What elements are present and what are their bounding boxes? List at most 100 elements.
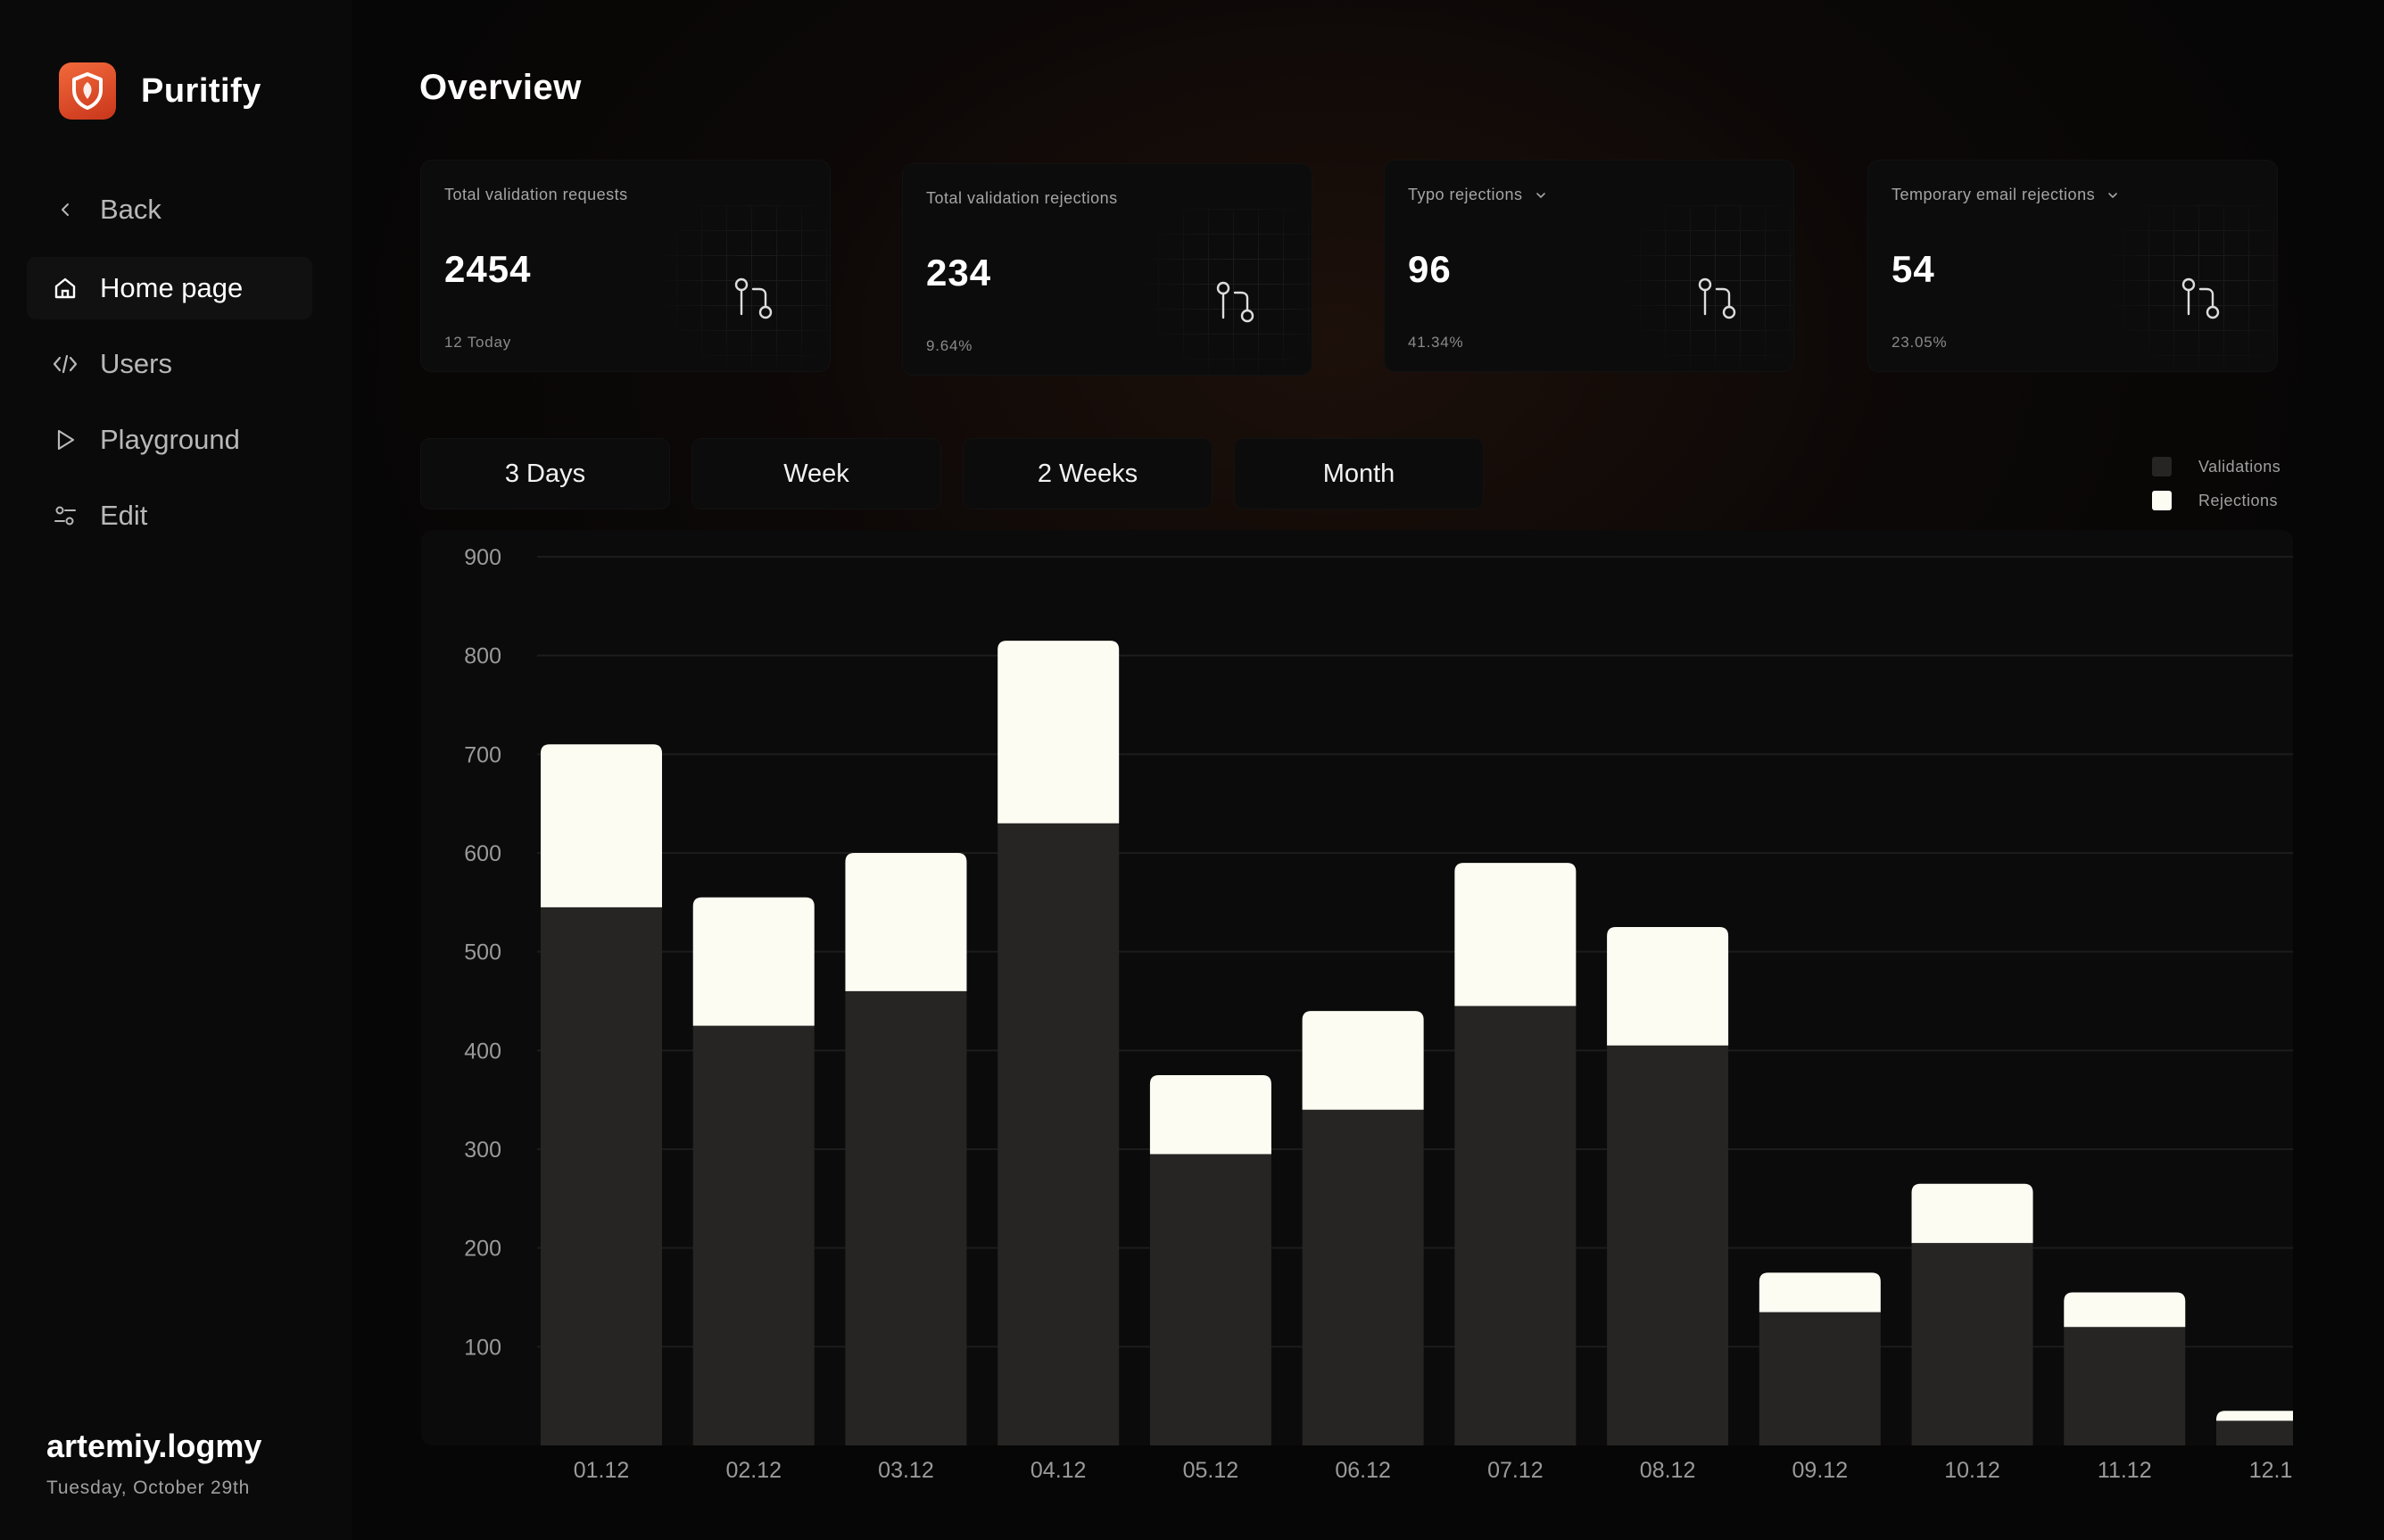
bar-validations (997, 823, 1120, 1445)
chevron-down-icon (2107, 192, 2118, 199)
git-compare-icon (733, 277, 774, 326)
current-date: Tuesday, October 29th (46, 1478, 251, 1498)
bar-validations (1911, 1243, 2033, 1445)
card-value: 234 (926, 252, 992, 294)
main-content: Overview Total validation requests 2454 … (352, 0, 2384, 1540)
bar-rejections (2064, 1292, 2186, 1328)
bar-validations (1149, 1154, 1271, 1445)
card-value: 54 (1891, 248, 1935, 290)
bar-validations (541, 907, 662, 1445)
legend-label: Validations (2198, 457, 2281, 476)
bar-validations (1759, 1312, 1881, 1445)
x-tick-label: 05.12 (1183, 1458, 1239, 1483)
card-label: Total validation requests (444, 186, 628, 203)
card-subtext: 9.64% (926, 337, 973, 354)
y-tick-label: 500 (464, 940, 501, 965)
sidebar-item-playground[interactable]: Playground (27, 409, 312, 471)
bar-rejections (1302, 1011, 1424, 1110)
back-button[interactable]: Back (27, 178, 312, 241)
bar-validations (692, 1025, 815, 1445)
x-tick-label: 09.12 (1792, 1458, 1849, 1483)
card-subtext: 23.05% (1891, 334, 1948, 351)
bar-rejections (1607, 927, 1729, 1046)
y-tick-label: 900 (464, 545, 501, 570)
bar-rejections (2216, 1411, 2293, 1421)
bar-validations (2064, 1327, 2186, 1445)
home-icon (52, 275, 79, 302)
stat-card-total-rejections: Total validation rejections 234 9.64% (903, 164, 1312, 375)
sidebar-item-label: Home page (100, 272, 244, 303)
card-label-dropdown[interactable]: Temporary email rejections (1891, 186, 2118, 204)
x-tick-label: 12.12 (2249, 1458, 2293, 1483)
x-tick-label: 11.12 (2098, 1458, 2152, 1483)
card-grid-decoration (1615, 205, 1793, 371)
bar-rejections (692, 897, 815, 1026)
legend-item-validations[interactable]: Validations (2152, 450, 2281, 484)
legend-swatch (2152, 491, 2172, 510)
git-compare-icon (2181, 277, 2222, 326)
bar-rejections (541, 744, 662, 907)
sidebar-item-home-page[interactable]: Home page (27, 257, 312, 319)
bar-rejections (1149, 1075, 1271, 1155)
card-subtext: 41.34% (1408, 334, 1464, 351)
range-month-button[interactable]: Month (1235, 439, 1483, 509)
brand[interactable]: Puritify (59, 62, 261, 120)
range-2-weeks-button[interactable]: 2 Weeks (964, 439, 1212, 509)
bar-rejections (1911, 1183, 2033, 1244)
y-tick-label: 200 (464, 1237, 501, 1262)
sidebar-item-users[interactable]: Users (27, 333, 312, 395)
stat-card-typo-rejections[interactable]: Typo rejections 96 41.34% (1385, 161, 1793, 371)
x-tick-label: 03.12 (878, 1458, 934, 1483)
y-tick-label: 800 (464, 644, 501, 669)
bar-rejections (1759, 1272, 1881, 1312)
user-profile[interactable]: artemiy.logmy Tuesday, October 29th (46, 1428, 261, 1499)
legend-label: Rejections (2198, 491, 2279, 509)
card-grid-decoration (1133, 209, 1312, 375)
bar-validations (1454, 1006, 1577, 1445)
y-tick-label: 700 (464, 742, 501, 767)
chart-panel: 100 200 300 400 500 600 700 800 900 01.12 02.12 03.… (421, 530, 2293, 1483)
card-grid-decoration (651, 205, 830, 371)
x-tick-label: 06.12 (1335, 1458, 1391, 1483)
range-week-button[interactable]: Week (692, 439, 940, 509)
bar-rejections (1454, 863, 1577, 1006)
chevron-down-icon (1536, 192, 1546, 199)
bar-validations (845, 990, 967, 1445)
x-tick-label: 02.12 (725, 1458, 782, 1483)
range-3-days-button[interactable]: 3 Days (421, 439, 669, 509)
x-tick-label: 07.12 (1487, 1458, 1544, 1483)
stat-card-temporary-email-rejections[interactable]: Temporary email rejections 54 23.05% (1868, 161, 2277, 371)
bar-validations (1302, 1109, 1424, 1445)
user-name: artemiy.logmy (46, 1428, 262, 1464)
bar-rejections (845, 853, 967, 991)
code-icon (52, 351, 79, 377)
play-icon (52, 426, 79, 453)
bar-validations (2216, 1420, 2293, 1445)
card-value: 96 (1408, 248, 1452, 290)
bar-validations (1607, 1045, 1729, 1445)
y-tick-label: 600 (464, 841, 501, 866)
sliders-icon (52, 502, 79, 529)
x-tick-label: 04.12 (1031, 1458, 1087, 1483)
sidebar-nav: Back Home page Users Playground Edit (27, 178, 312, 560)
legend-swatch (2152, 457, 2172, 476)
x-tick-label: 01.12 (574, 1458, 630, 1483)
sidebar-item-label: Playground (100, 424, 240, 455)
chevron-left-icon (52, 196, 79, 223)
app-name: Puritify (141, 71, 261, 110)
shield-logo-icon (59, 62, 116, 120)
card-label: Total validation rejections (926, 189, 1118, 207)
page-title: Overview (419, 68, 582, 107)
bar-rejections (997, 641, 1120, 824)
git-compare-icon (1215, 280, 1256, 329)
card-value: 2454 (444, 248, 532, 290)
y-tick-label: 400 (464, 1039, 501, 1064)
sidebar-item-edit[interactable]: Edit (27, 484, 312, 547)
sidebar-item-label: Edit (100, 500, 148, 531)
x-tick-label: 08.12 (1640, 1458, 1696, 1483)
card-label-dropdown[interactable]: Typo rejections (1408, 186, 1546, 204)
sidebar: Puritify Back Home page Users Playground (0, 0, 352, 1540)
card-subtext: 12 Today (444, 334, 512, 351)
stat-card-total-requests: Total validation requests 2454 12 Today (421, 161, 830, 371)
legend-item-rejections[interactable]: Rejections (2152, 484, 2281, 517)
